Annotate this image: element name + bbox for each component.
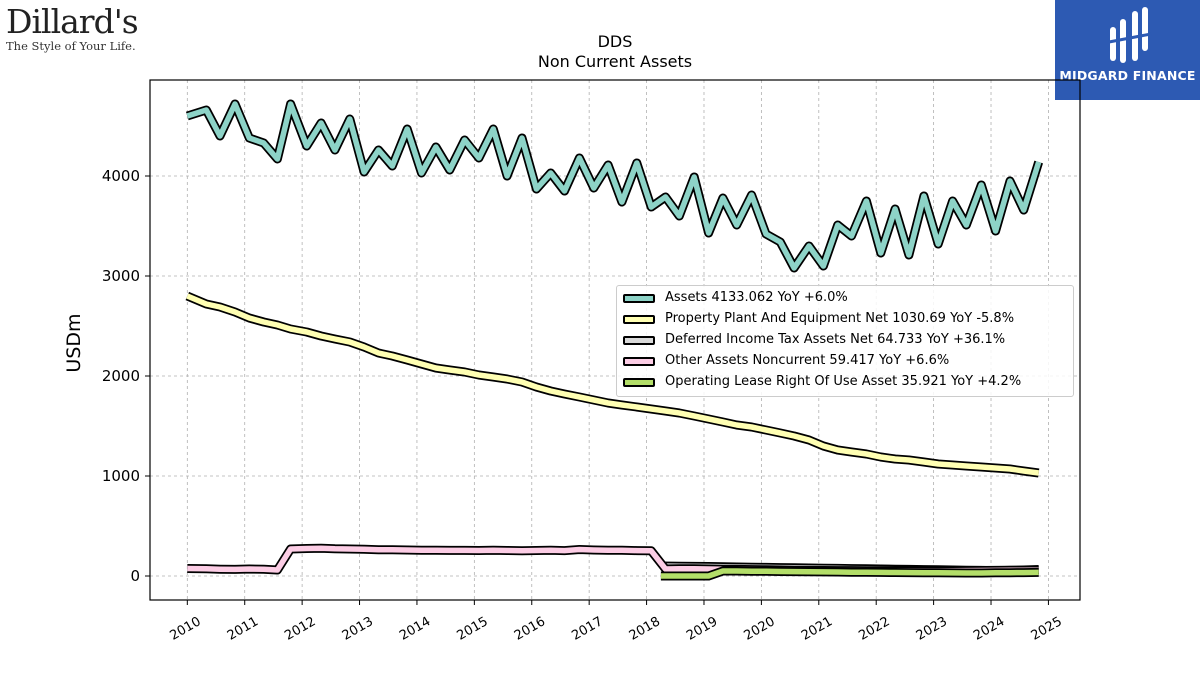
legend-swatch bbox=[623, 336, 655, 345]
x-tick-label: 2022 bbox=[856, 614, 892, 644]
y-tick-label: 1000 bbox=[102, 467, 140, 485]
legend-entry: Other Assets Noncurrent 59.417 YoY +6.6% bbox=[617, 352, 1073, 372]
x-tick-label: 2020 bbox=[742, 614, 778, 644]
series-line-0 bbox=[186, 101, 1042, 271]
y-axis-label: USDm bbox=[63, 313, 85, 372]
x-tick-label: 2011 bbox=[225, 614, 261, 644]
x-tick-label: 2025 bbox=[1029, 614, 1065, 644]
brand-tagline: The Style of Your Life. bbox=[6, 39, 136, 53]
x-tick-label: 2016 bbox=[512, 614, 548, 644]
x-tick-label: 2024 bbox=[971, 614, 1007, 644]
x-tick-label: 2017 bbox=[569, 614, 605, 644]
legend-entry: Deferred Income Tax Assets Net 64.733 Yo… bbox=[617, 331, 1073, 351]
x-tick-label: 2015 bbox=[455, 614, 491, 644]
x-tick-label: 2013 bbox=[340, 614, 376, 644]
legend-swatch bbox=[623, 378, 655, 387]
midgard-logo-icon bbox=[1108, 7, 1152, 63]
x-tick-label: 2023 bbox=[914, 614, 950, 644]
x-tick-label: 2019 bbox=[684, 614, 720, 644]
legend-label: Operating Lease Right Of Use Asset 35.92… bbox=[665, 374, 1022, 389]
chart-title: DDS bbox=[597, 32, 633, 51]
dillards-logo: Dillard's The Style of Your Life. bbox=[6, 2, 139, 54]
x-tick-label: 2018 bbox=[627, 614, 663, 644]
legend-entry: Assets 4133.062 YoY +6.0% bbox=[617, 289, 1073, 309]
legend-label: Deferred Income Tax Assets Net 64.733 Yo… bbox=[665, 332, 1006, 347]
x-tick-label: 2014 bbox=[397, 614, 433, 644]
series-line-1 bbox=[186, 293, 1040, 476]
series-line-4 bbox=[660, 568, 1039, 579]
y-tick-label: 0 bbox=[130, 567, 140, 585]
legend-entry: Operating Lease Right Of Use Asset 35.92… bbox=[617, 373, 1073, 393]
legend-swatch bbox=[623, 357, 655, 366]
x-tick-label: 2012 bbox=[282, 614, 318, 644]
chart-subtitle: Non Current Assets bbox=[537, 52, 693, 71]
midgard-finance-badge: MIDGARD FINANCE bbox=[1055, 0, 1200, 100]
legend-label: Other Assets Noncurrent 59.417 YoY +6.6% bbox=[665, 353, 950, 368]
x-tick-label: 2021 bbox=[799, 614, 835, 644]
chart-legend: Assets 4133.062 YoY +6.0% Property Plant … bbox=[616, 285, 1074, 397]
y-tick-label: 2000 bbox=[102, 367, 140, 385]
x-tick-label: 2010 bbox=[167, 614, 203, 644]
brand-name: Dillard's bbox=[6, 2, 139, 41]
legend-label: Property Plant And Equipment Net 1030.69… bbox=[665, 311, 1015, 326]
legend-entry: Property Plant And Equipment Net 1030.69… bbox=[617, 310, 1073, 330]
legend-swatch bbox=[623, 294, 655, 303]
legend-swatch bbox=[623, 315, 655, 324]
legend-label: Assets 4133.062 YoY +6.0% bbox=[665, 290, 848, 305]
y-tick-label: 4000 bbox=[102, 167, 140, 185]
y-tick-label: 3000 bbox=[102, 267, 140, 285]
badge-name: MIDGARD FINANCE bbox=[1059, 68, 1196, 83]
plot-frame bbox=[149, 79, 1081, 601]
